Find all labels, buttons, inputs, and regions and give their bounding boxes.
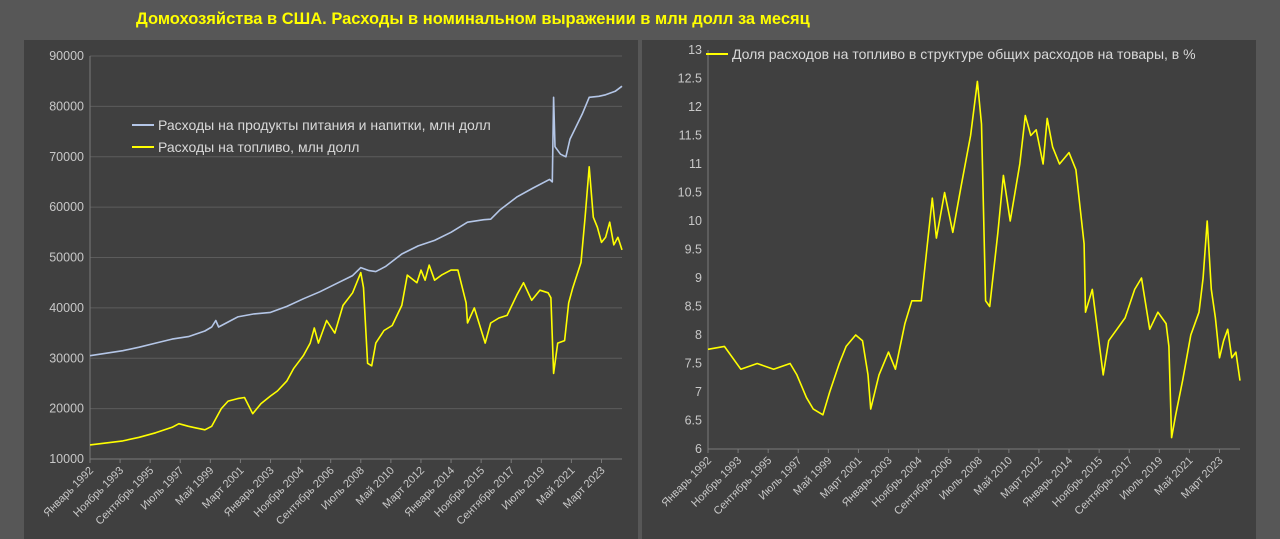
y-tick-label: 6.5 bbox=[685, 414, 702, 428]
fuel-share-chart: 66.577.588.599.51010.51111.51212.513Янва… bbox=[660, 43, 1241, 517]
y-tick-label: 11 bbox=[689, 157, 702, 171]
y-tick-label: 7 bbox=[695, 385, 702, 399]
y-tick-label: 9.5 bbox=[685, 243, 702, 257]
series-line-1 bbox=[89, 166, 623, 446]
y-tick-label: 6 bbox=[695, 442, 702, 456]
y-tick-label: 30000 bbox=[49, 351, 84, 365]
legend-label: Расходы на продукты питания и напитки, м… bbox=[158, 117, 491, 133]
fuel-share-chart-panel: 6 6.5 7 7.5 8 8.5 9 9.5 10 10.5 11 11.5 12 12.5 13 Янва… bbox=[642, 40, 1256, 539]
legend-label: Расходы на топливо, млн долл bbox=[158, 139, 359, 155]
y-tick-label: 50000 bbox=[49, 251, 84, 265]
y-tick-label: 8.5 bbox=[685, 300, 702, 314]
y-tick-label: 9 bbox=[695, 271, 702, 285]
food-fuel-spending-chart: 10000 20000 30000 40000 50000 60000 70000 80000… bbox=[42, 49, 623, 527]
y-tick-label: 60000 bbox=[49, 200, 84, 214]
y-tick-label: 7.5 bbox=[685, 357, 702, 371]
y-tick-label: 40000 bbox=[49, 301, 84, 315]
y-tick-label: 13 bbox=[688, 43, 702, 57]
series-line-0 bbox=[707, 80, 1241, 439]
y-tick-label: 10.5 bbox=[678, 186, 702, 200]
food-fuel-spending-chart-panel: 10000 20000 30000 40000 50000 60000 70000 80000… bbox=[24, 40, 638, 539]
y-tick-label: 80000 bbox=[49, 99, 84, 113]
page-title: Домохозяйства в США. Расходы в номинальн… bbox=[136, 10, 810, 28]
y-tick-label: 12.5 bbox=[678, 72, 702, 86]
legend-label: Доля расходов на топливо в структуре общ… bbox=[732, 46, 1196, 62]
y-tick-label: 11.5 bbox=[679, 129, 702, 143]
series-line-0 bbox=[89, 85, 623, 357]
y-tick-label: 20000 bbox=[49, 402, 84, 416]
y-tick-label: 90000 bbox=[49, 49, 84, 63]
y-tick-label: 10000 bbox=[49, 452, 84, 466]
y-tick-label: 70000 bbox=[49, 150, 84, 164]
y-tick-label: 10 bbox=[688, 214, 702, 228]
y-tick-label: 12 bbox=[688, 100, 702, 114]
y-tick-label: 8 bbox=[695, 328, 702, 342]
